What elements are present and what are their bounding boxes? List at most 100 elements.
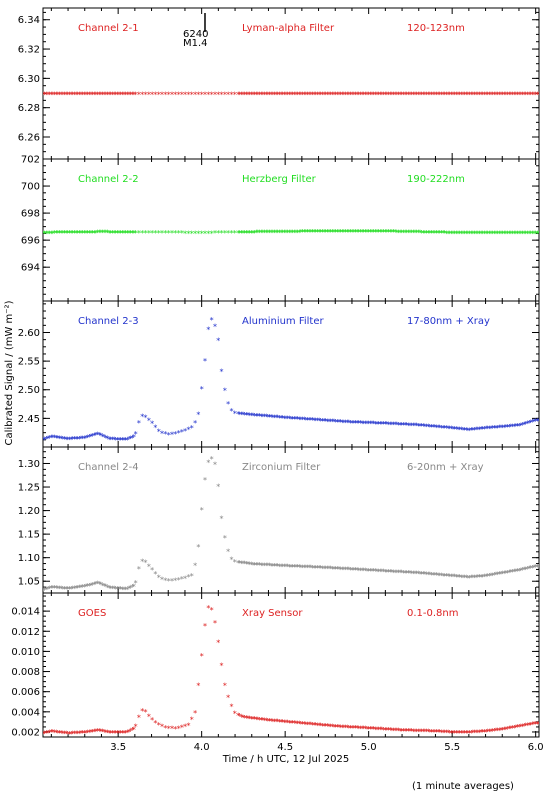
data-point: * (86, 729, 90, 738)
data-point: * (431, 728, 435, 737)
y-tick-label: 1.15 (18, 530, 40, 541)
data-point: * (203, 229, 207, 238)
data-point: * (387, 228, 391, 237)
data-point: * (236, 559, 240, 568)
data-point: * (506, 725, 510, 734)
data-point: * (385, 90, 389, 99)
data-point: * (119, 585, 123, 594)
data-point: * (62, 585, 66, 594)
data-point: * (363, 567, 367, 576)
data-point: * (506, 90, 510, 99)
data-point: * (530, 229, 534, 238)
data-point: * (443, 572, 447, 581)
data-point: * (482, 573, 486, 582)
data-point: * (160, 90, 164, 99)
data-point: * (87, 90, 91, 99)
data-point: * (79, 90, 83, 99)
data-point: * (129, 434, 133, 443)
data-point: * (86, 229, 90, 238)
data-point: * (190, 90, 194, 99)
data-point: * (82, 434, 86, 443)
data-point: * (329, 565, 333, 574)
data-point: * (459, 90, 463, 99)
data-point: * (81, 229, 85, 238)
data-point: * (127, 435, 131, 444)
data-point: * (456, 729, 460, 738)
data-point: * (327, 417, 331, 426)
data-point: * (44, 435, 48, 444)
data-point: * (177, 229, 181, 238)
data-point: * (443, 729, 447, 738)
data-point: * (464, 729, 468, 738)
data-point: * (365, 228, 369, 237)
data-point: * (434, 423, 438, 432)
data-point: * (287, 415, 291, 424)
data-point: * (479, 229, 483, 238)
data-point: * (67, 730, 71, 739)
data-point: * (86, 90, 90, 99)
data-point: * (392, 90, 396, 99)
data-point: * (62, 435, 66, 444)
data-point: * (97, 90, 101, 99)
data-point: * (501, 570, 505, 579)
data-point: * (251, 90, 255, 99)
data-point: * (439, 229, 443, 238)
data-point: * (449, 90, 453, 99)
data-point: * (406, 569, 410, 578)
data-point: * (501, 423, 505, 432)
data-point: * (375, 90, 379, 99)
data-point: * (183, 574, 187, 583)
data-point: * (334, 418, 338, 427)
data-point: * (153, 423, 157, 432)
data-point: * (102, 229, 106, 238)
data-point: * (504, 725, 508, 734)
data-point: * (241, 229, 245, 238)
data-point: * (115, 229, 119, 238)
data-point: * (309, 90, 313, 99)
data-point: * (320, 228, 324, 237)
data-point: * (67, 229, 71, 238)
data-point: * (210, 229, 214, 238)
data-point: * (137, 419, 141, 428)
data-point: * (59, 729, 63, 738)
data-point: * (43, 586, 47, 595)
data-point: * (484, 728, 488, 737)
data-point: * (461, 573, 465, 582)
data-point: * (400, 727, 404, 736)
data-point: * (353, 724, 357, 733)
data-point: * (110, 585, 114, 594)
panel-frame (42, 592, 540, 738)
data-point: * (383, 90, 387, 99)
y-tick-label: 0.010 (11, 647, 40, 658)
data-point: * (66, 730, 70, 739)
data-point: * (497, 726, 501, 735)
data-point: * (203, 90, 207, 99)
data-point: * (378, 228, 382, 237)
data-point: * (190, 572, 194, 581)
data-point: * (322, 90, 326, 99)
data-point: * (451, 729, 455, 738)
data-point: * (107, 229, 111, 238)
data-point: * (335, 90, 339, 99)
data-point: * (233, 229, 237, 238)
data-point: * (401, 727, 405, 736)
data-point: * (244, 714, 248, 723)
data-point: * (418, 229, 422, 238)
y-tick-label: 0.008 (11, 667, 40, 678)
data-point: * (82, 583, 86, 592)
data-point: * (317, 228, 321, 237)
data-point: * (444, 729, 448, 738)
data-point: * (411, 569, 415, 578)
data-point: * (350, 724, 354, 733)
data-point: * (89, 433, 93, 442)
data-point: * (301, 720, 305, 729)
data-point: * (183, 427, 187, 436)
data-point: * (101, 90, 105, 99)
data-point: * (105, 229, 109, 238)
data-point: * (157, 90, 161, 99)
data-point: * (428, 728, 432, 737)
data-point: * (362, 725, 366, 734)
data-point: * (315, 417, 319, 426)
x-tick-label: 5.5 (444, 742, 460, 753)
data-point: * (492, 90, 496, 99)
